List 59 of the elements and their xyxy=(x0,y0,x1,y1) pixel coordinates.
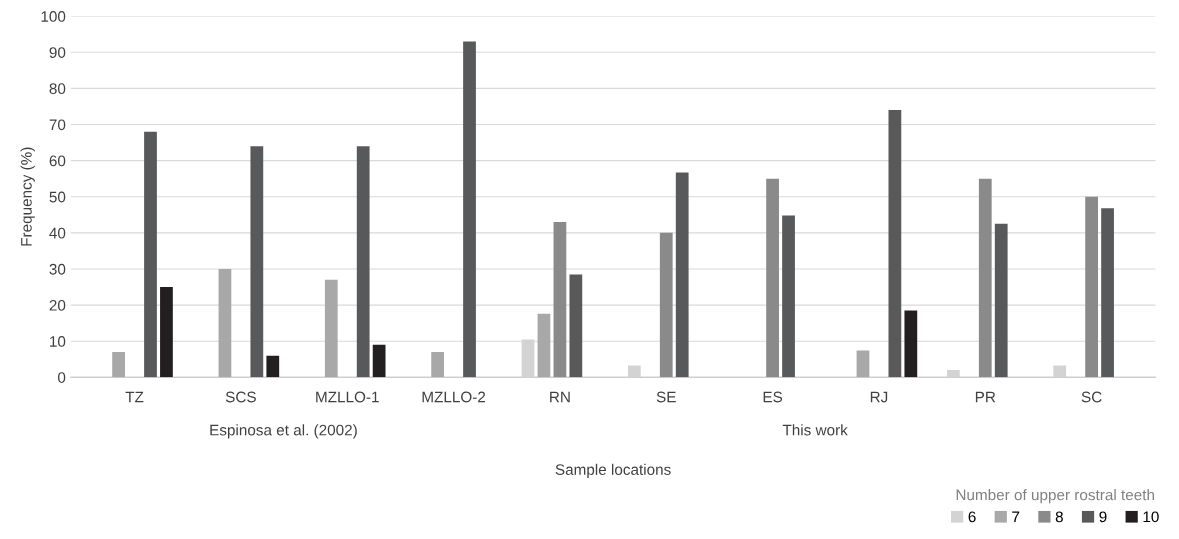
bar xyxy=(904,310,918,378)
x-tick-label: RN xyxy=(550,391,570,403)
legend-label: 6 xyxy=(968,511,976,523)
bar xyxy=(553,222,567,378)
bar xyxy=(1101,208,1114,378)
y-tick-label: 60 xyxy=(49,155,66,167)
bar xyxy=(463,41,476,378)
y-tick-label: 40 xyxy=(49,227,66,239)
bar xyxy=(569,274,583,378)
legend-label: 9 xyxy=(1099,511,1107,523)
y-tick-label: 0 xyxy=(57,372,66,383)
bar xyxy=(659,232,673,378)
x-tick-label: SE xyxy=(656,391,676,403)
bar xyxy=(431,352,444,378)
bar xyxy=(888,110,902,378)
legend-label: 7 xyxy=(1012,511,1020,523)
bar xyxy=(675,172,689,378)
bar xyxy=(250,146,264,378)
bar xyxy=(356,146,370,378)
legend-title: Number of upper rostral teeth xyxy=(956,489,1154,504)
bar xyxy=(994,223,1008,378)
y-tick-label: 70 xyxy=(49,119,66,131)
x-axis-title: Sample locations xyxy=(555,463,671,479)
x-tick-label: MZLLO-1 xyxy=(316,391,379,403)
bar xyxy=(782,215,795,378)
bar xyxy=(160,287,173,378)
y-tick-label: 100 xyxy=(41,11,66,22)
text: This work xyxy=(782,424,848,436)
bar xyxy=(978,178,992,378)
y-tick-label: 20 xyxy=(49,299,66,311)
x-tick-label: SCS xyxy=(225,391,256,403)
bar xyxy=(627,365,641,378)
x-tick-label: ES xyxy=(763,391,783,403)
x-tick-label: SC xyxy=(1081,391,1102,403)
bar xyxy=(856,350,870,378)
x-tick-label: RJ xyxy=(870,391,888,403)
y-tick-label: 90 xyxy=(49,47,66,58)
x-tick-label: TZ xyxy=(125,391,144,403)
bar xyxy=(1053,365,1067,378)
x-tick-label: PR xyxy=(975,391,996,403)
bar xyxy=(372,344,386,378)
bar xyxy=(1085,196,1098,378)
y-tick-label: 80 xyxy=(49,83,66,95)
y-tick-label: 50 xyxy=(49,191,66,203)
bar xyxy=(266,355,280,378)
bar xyxy=(144,131,157,378)
bar xyxy=(766,178,779,378)
bar xyxy=(946,370,960,378)
bar xyxy=(324,279,338,378)
legend-label: 10 xyxy=(1143,511,1159,523)
y-tick-label: 30 xyxy=(49,263,66,275)
bar xyxy=(537,313,551,378)
x-tick-label: MZLLO-2 xyxy=(422,391,486,403)
y-axis-title: Frequency (%) xyxy=(20,147,35,246)
text: Espinosa et al. (2002) xyxy=(210,424,357,439)
legend-label: 8 xyxy=(1055,511,1063,523)
y-tick-label: 10 xyxy=(50,336,66,347)
bar xyxy=(112,352,125,378)
bar xyxy=(218,268,232,378)
